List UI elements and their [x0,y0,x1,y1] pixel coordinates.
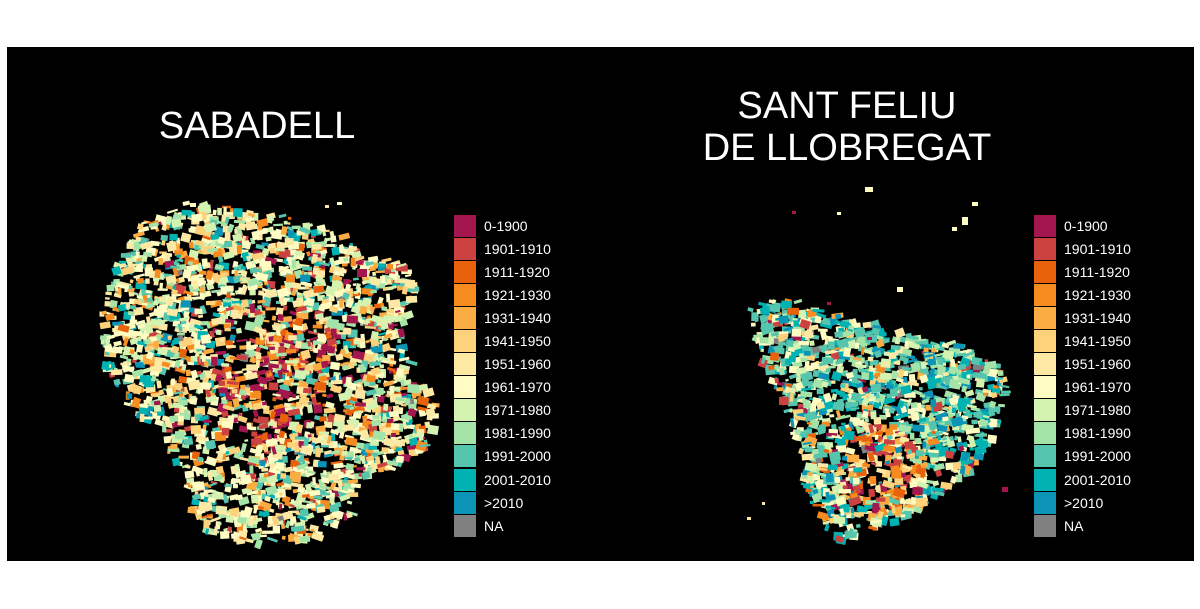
legend-label: 1991-2000 [484,448,551,465]
legend-swatch [454,468,476,491]
legend-item: 1921-1930 [1034,283,1131,306]
legend-swatch [454,445,476,468]
legend-label: 1901-1910 [1064,240,1131,257]
legend-swatch [454,399,476,422]
legend-item: 1941-1950 [1034,329,1131,353]
legend-swatch [454,422,476,445]
legend-item: 1901-1910 [454,237,551,260]
legend-item: 1981-1990 [1034,422,1131,445]
legend-item: 1911-1920 [454,260,551,283]
legend-sant-feliu: 0-1900 1901-1910 1911-1920 1921-1930 1931-19… [1034,214,1131,537]
legend-swatch [1034,422,1056,445]
legend-label: 2001-2010 [1064,471,1131,488]
legend-swatch [454,353,476,376]
legend-label: 1951-1960 [1064,356,1131,373]
legend-label: 1981-1990 [1064,425,1131,442]
legend-label: 0-1900 [484,217,528,234]
legend-label: NA [1064,517,1084,534]
legend-label: 0-1900 [1064,217,1108,234]
building-age-map-sant-feliu [747,187,1011,546]
legend-label: 1971-1980 [1064,402,1131,419]
legend-swatch [1034,214,1056,237]
legend-label: 1941-1950 [1064,333,1131,350]
legend-sabadell: 0-1900 1901-1910 1911-1920 1921-1930 1931-19… [454,214,551,537]
legend-item: >2010 [454,491,551,514]
legend-swatch [454,514,476,537]
legend-swatch [1034,445,1056,468]
legend-label: 1961-1970 [484,379,551,396]
legend-swatch [1034,376,1056,399]
legend-swatch [454,376,476,399]
legend-swatch [1034,260,1056,283]
legend-item: 0-1900 [1034,214,1131,237]
legend-swatch [1034,237,1056,260]
legend-swatch [1034,353,1056,376]
legend-item: 1961-1970 [454,376,551,399]
legend-item: 1911-1920 [1034,260,1131,283]
legend-item: 1991-2000 [454,445,551,468]
legend-item: 2001-2010 [1034,468,1131,491]
map-canvas: SABADELL 0-1900 1901-1910 1911-1920 1921-19… [7,47,1194,561]
legend-label: 1961-1970 [1064,379,1131,396]
legend-swatch [454,306,476,329]
legend-swatch [1034,330,1056,353]
legend-swatch [454,330,476,353]
legend-swatch [454,491,476,514]
legend-item: 1931-1940 [1034,306,1131,329]
legend-item: >2010 [1034,491,1131,514]
map-title-line: DE LLOBREGAT [702,127,992,169]
legend-label: 1971-1980 [484,402,551,419]
legend-label: NA [484,517,504,534]
map-title-line: SABADELL [158,105,356,147]
legend-item: 1901-1910 [1034,237,1131,260]
legend-label: 1991-2000 [1064,448,1131,465]
legend-item: 1951-1960 [454,353,551,376]
map-panel-sant-feliu: SANT FELIU DE LLOBREGAT 0-1900 1901-1910 1… [597,47,1194,561]
legend-label: 1921-1930 [484,286,551,303]
legend-label: 1911-1920 [484,263,550,280]
building-age-map-sabadell [99,200,440,550]
legend-label: 1951-1960 [484,356,551,373]
legend-item: 1961-1970 [1034,376,1131,399]
legend-item: 1951-1960 [1034,353,1131,376]
legend-item: 1971-1980 [454,399,551,422]
legend-item: 1981-1990 [454,422,551,445]
legend-item: NA [454,514,551,537]
legend-item: 1921-1930 [454,283,551,306]
legend-swatch [1034,514,1056,537]
legend-label: 1911-1920 [1064,263,1130,280]
legend-item: 0-1900 [454,214,551,237]
legend-label: 1941-1950 [484,333,551,350]
legend-label: >2010 [1064,494,1104,511]
legend-swatch [454,283,476,306]
legend-label: 2001-2010 [484,471,551,488]
legend-label: 1931-1940 [1064,309,1131,326]
legend-item: 1971-1980 [1034,399,1131,422]
legend-item: 1931-1940 [454,306,551,329]
legend-label: >2010 [484,494,524,511]
legend-swatch [1034,491,1056,514]
legend-item: 2001-2010 [454,468,551,491]
legend-label: 1981-1990 [484,425,551,442]
legend-item: 1991-2000 [1034,445,1131,468]
legend-swatch [454,214,476,237]
legend-swatch [454,237,476,260]
legend-item: NA [1034,514,1131,537]
legend-swatch [1034,283,1056,306]
legend-item: 1941-1950 [454,329,551,353]
legend-label: 1901-1910 [484,240,551,257]
legend-swatch [1034,306,1056,329]
legend-swatch [1034,399,1056,422]
map-panel-sabadell: SABADELL 0-1900 1901-1910 1911-1920 1921-19… [7,47,597,561]
legend-label: 1931-1940 [484,309,551,326]
map-title-sant-feliu: SANT FELIU DE LLOBREGAT [597,85,1097,169]
legend-swatch [454,260,476,283]
building-blocks [747,187,1011,546]
map-title-line: SANT FELIU [737,85,957,127]
building-blocks [99,200,440,550]
map-title-sabadell: SABADELL [7,105,507,147]
legend-label: 1921-1930 [1064,286,1131,303]
legend-swatch [1034,468,1056,491]
